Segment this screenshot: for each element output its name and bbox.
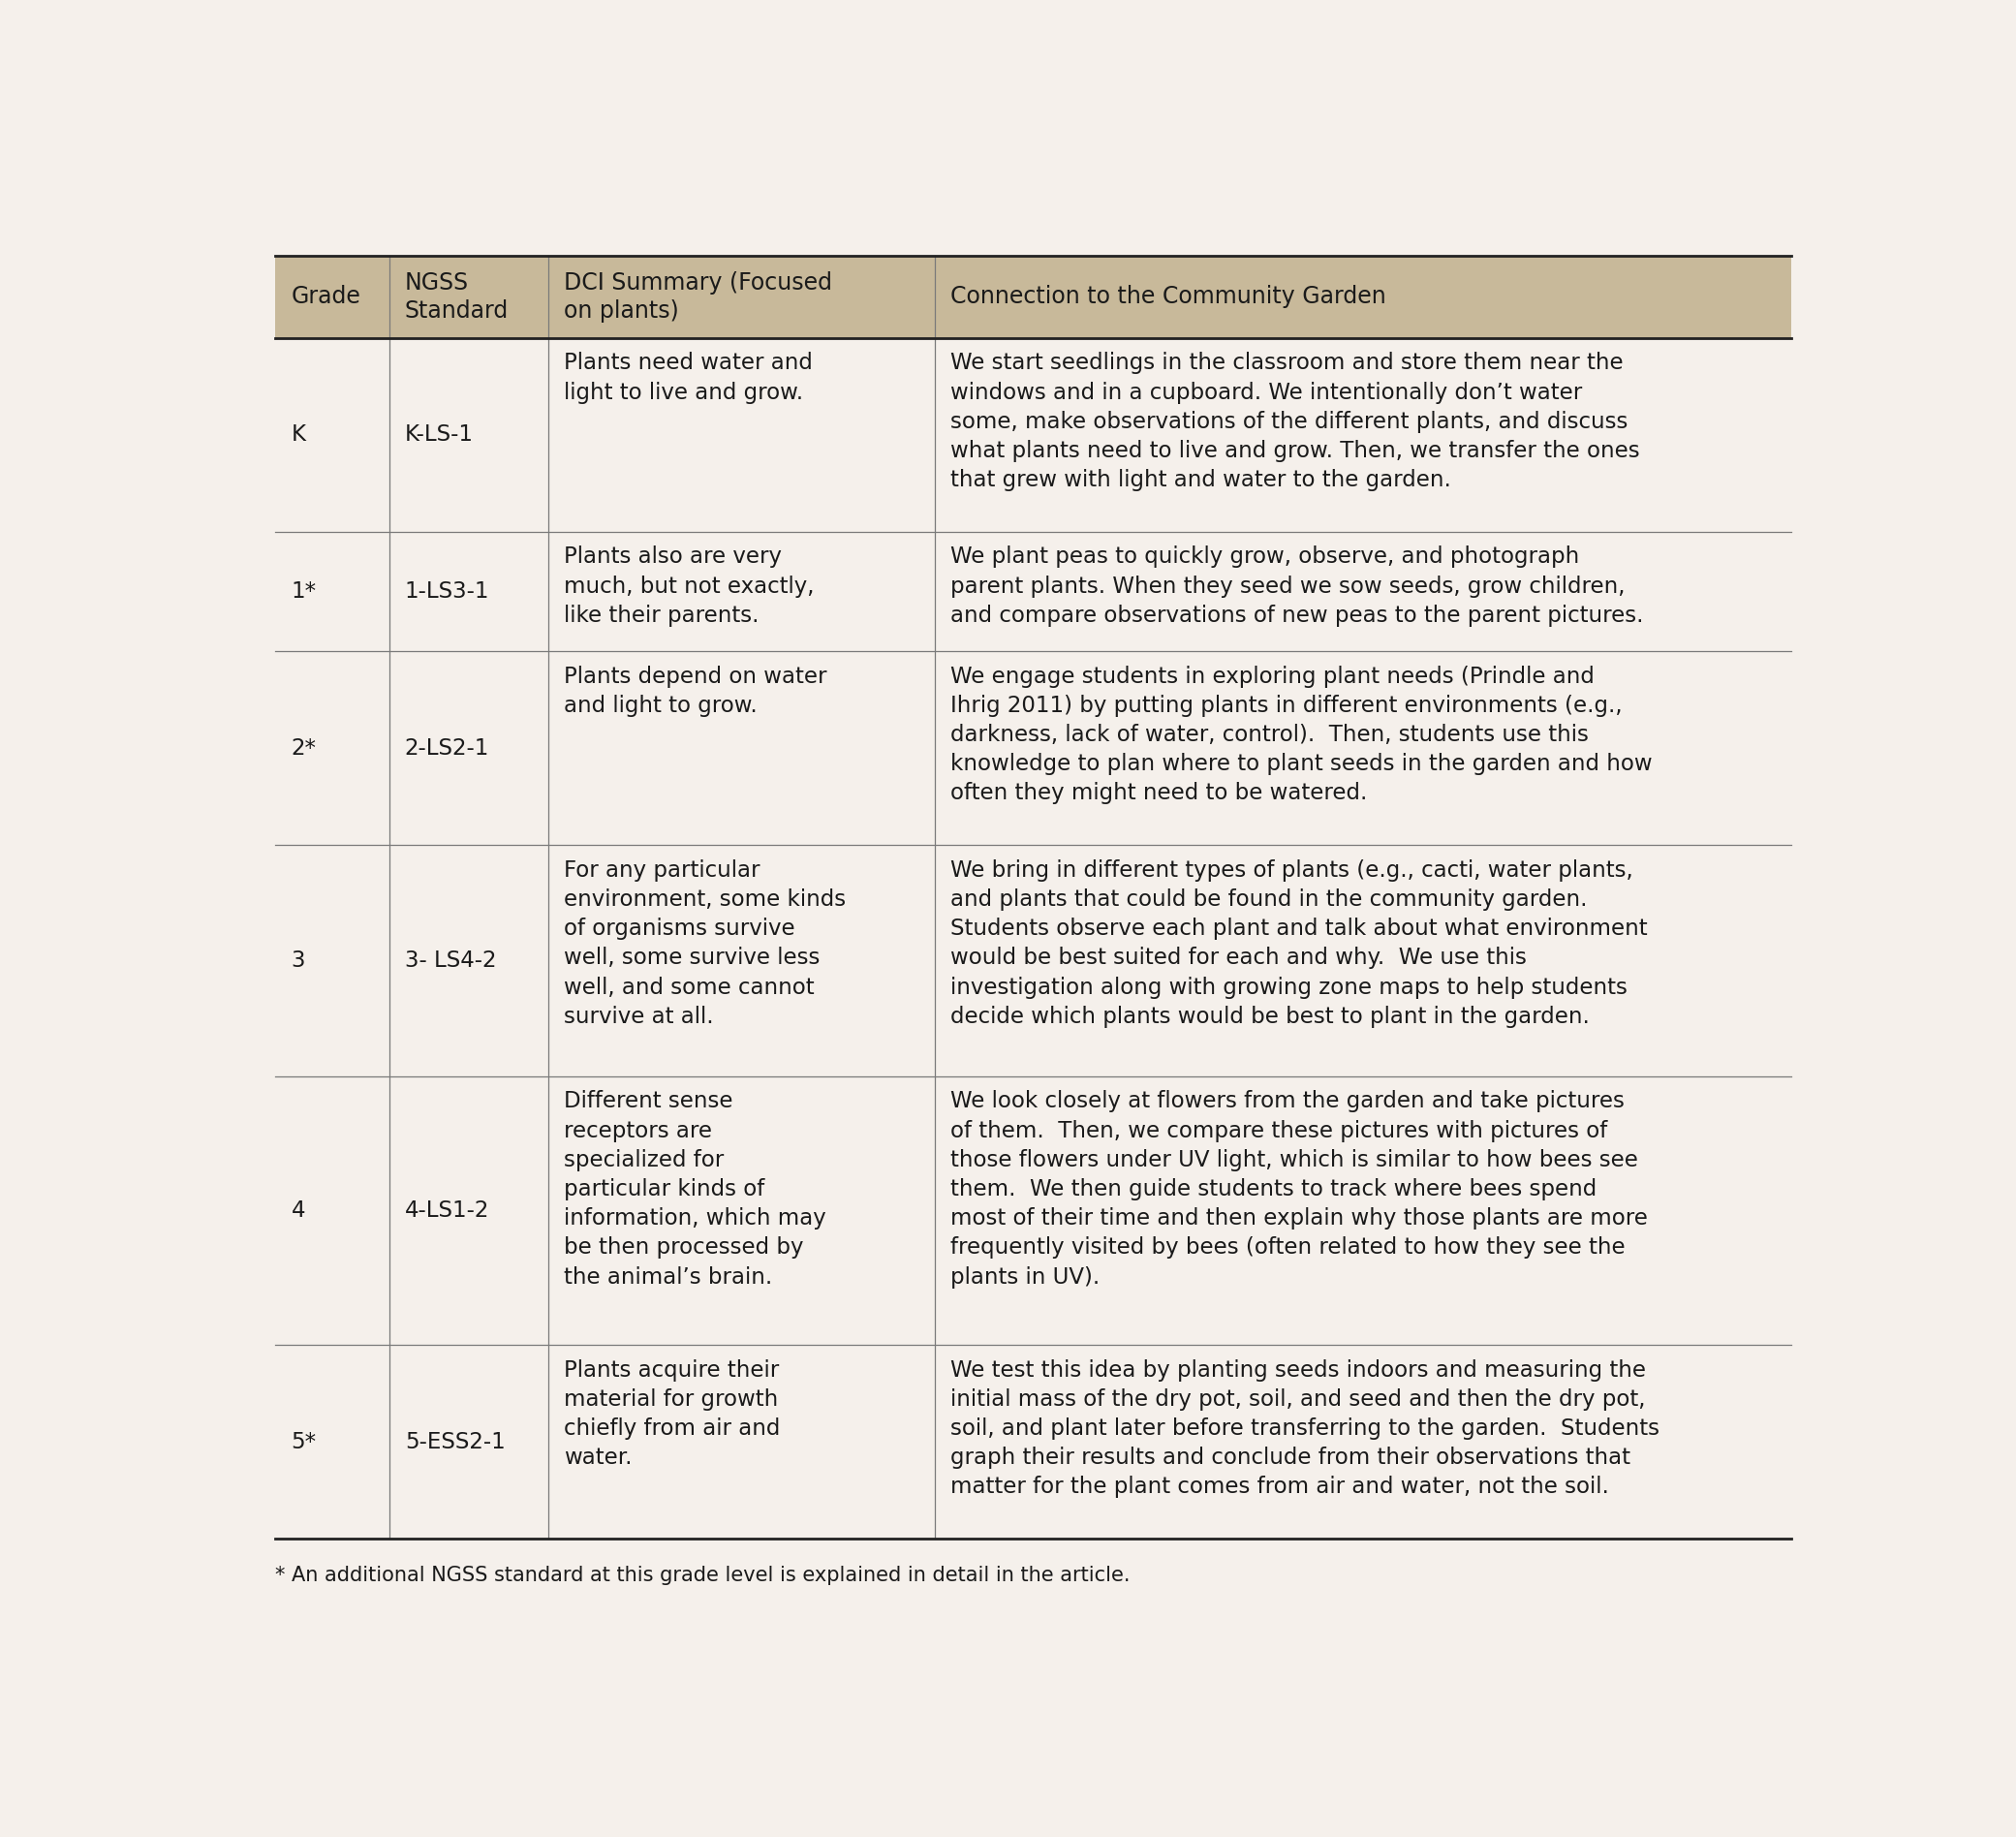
Text: DCI Summary (Focused
on plants): DCI Summary (Focused on plants) xyxy=(564,270,833,323)
Text: For any particular
environment, some kinds
of organisms survive
well, some survi: For any particular environment, some kin… xyxy=(564,860,847,1027)
Text: 2-LS2-1: 2-LS2-1 xyxy=(405,737,490,759)
Bar xyxy=(276,531,1790,650)
Bar xyxy=(276,1076,1790,1345)
Bar xyxy=(276,1345,1790,1539)
Text: 5-ESS2-1: 5-ESS2-1 xyxy=(405,1431,506,1453)
Text: We test this idea by planting seeds indoors and measuring the
initial mass of th: We test this idea by planting seeds indo… xyxy=(950,1359,1659,1499)
Text: 4-LS1-2: 4-LS1-2 xyxy=(405,1200,490,1222)
Text: * An additional NGSS standard at this grade level is explained in detail in the : * An additional NGSS standard at this gr… xyxy=(276,1567,1131,1585)
Text: NGSS
Standard: NGSS Standard xyxy=(405,270,508,323)
Bar xyxy=(276,338,1790,531)
Text: Connection to the Community Garden: Connection to the Community Garden xyxy=(950,285,1387,309)
Text: 1-LS3-1: 1-LS3-1 xyxy=(405,580,490,603)
Bar xyxy=(276,845,1790,1076)
Text: Plants need water and
light to live and grow.: Plants need water and light to live and … xyxy=(564,353,812,404)
Text: Grade: Grade xyxy=(290,285,361,309)
Text: Plants acquire their
material for growth
chiefly from air and
water.: Plants acquire their material for growth… xyxy=(564,1359,780,1470)
Text: We look closely at flowers from the garden and take pictures
of them.  Then, we : We look closely at flowers from the gard… xyxy=(950,1091,1647,1288)
Text: 3: 3 xyxy=(290,950,304,972)
Text: 4: 4 xyxy=(290,1200,304,1222)
Text: Plants also are very
much, but not exactly,
like their parents.: Plants also are very much, but not exact… xyxy=(564,546,814,626)
Text: We bring in different types of plants (e.g., cacti, water plants,
and plants tha: We bring in different types of plants (e… xyxy=(950,860,1647,1027)
Text: Different sense
receptors are
specialized for
particular kinds of
information, w: Different sense receptors are specialize… xyxy=(564,1091,827,1288)
Text: Plants depend on water
and light to grow.: Plants depend on water and light to grow… xyxy=(564,665,827,716)
Text: We plant peas to quickly grow, observe, and photograph
parent plants. When they : We plant peas to quickly grow, observe, … xyxy=(950,546,1643,626)
Text: 5*: 5* xyxy=(290,1431,317,1453)
Text: We engage students in exploring plant needs (Prindle and
Ihrig 2011) by putting : We engage students in exploring plant ne… xyxy=(950,665,1653,805)
Bar xyxy=(276,255,1790,338)
Text: K: K xyxy=(290,424,306,446)
Text: 1*: 1* xyxy=(290,580,317,603)
Text: 3- LS4-2: 3- LS4-2 xyxy=(405,950,496,972)
Text: 2*: 2* xyxy=(290,737,317,759)
Bar xyxy=(276,650,1790,845)
Text: K-LS-1: K-LS-1 xyxy=(405,424,474,446)
Text: We start seedlings in the classroom and store them near the
windows and in a cup: We start seedlings in the classroom and … xyxy=(950,353,1639,490)
